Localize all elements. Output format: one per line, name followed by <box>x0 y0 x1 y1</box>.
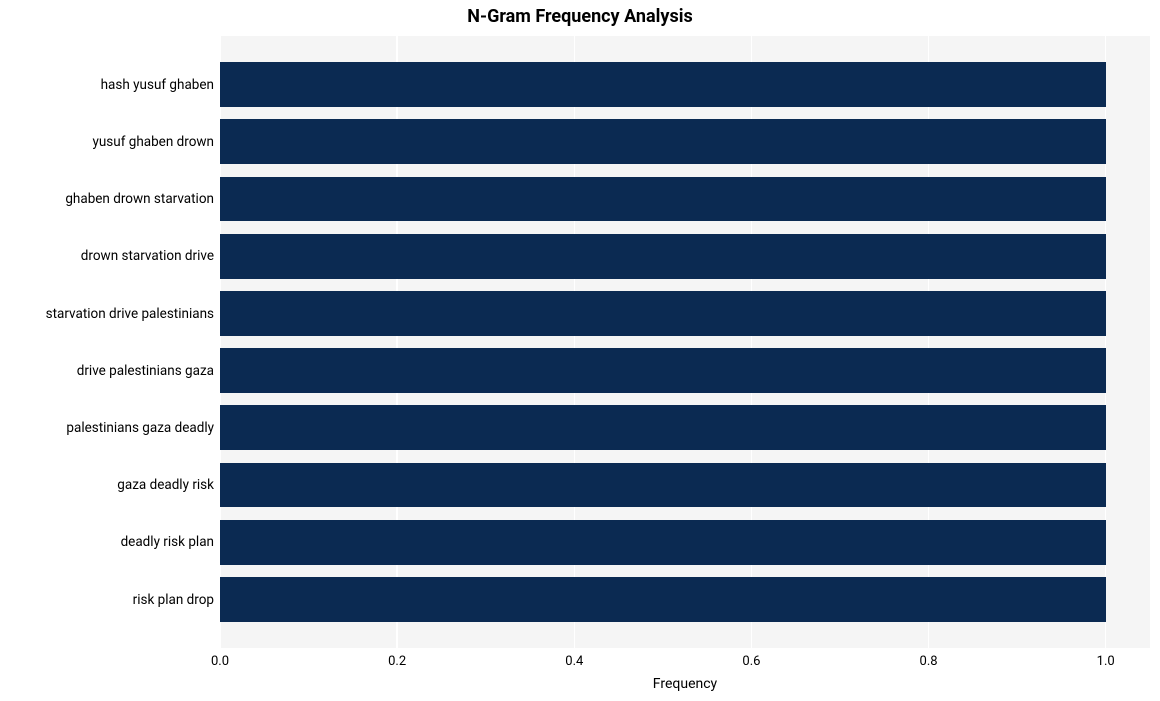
y-axis-category-label: risk plan drop <box>133 592 214 608</box>
x-axis-label: Frequency <box>220 676 1150 692</box>
chart-title: N-Gram Frequency Analysis <box>0 6 1160 27</box>
y-axis-category-label: yusuf ghaben drown <box>92 134 214 150</box>
y-axis-category-label: starvation drive palestinians <box>46 306 214 322</box>
x-axis-tick-label: 0.2 <box>388 654 406 669</box>
y-axis-category-label: deadly risk plan <box>121 534 214 550</box>
x-axis-tick-label: 1.0 <box>1097 654 1115 669</box>
y-axis-category-label: hash yusuf ghaben <box>101 77 214 93</box>
x-axis-tick-label: 0.6 <box>742 654 760 669</box>
y-axis-category-label: gaza deadly risk <box>117 477 214 493</box>
y-axis-category-label: ghaben drown starvation <box>65 191 214 207</box>
ngram-frequency-chart: N-Gram Frequency Analysis Frequency hash… <box>0 0 1160 701</box>
bar <box>220 463 1106 508</box>
bar <box>220 234 1106 279</box>
bar <box>220 177 1106 222</box>
x-axis-tick-label: 0.4 <box>565 654 583 669</box>
x-axis-tick-label: 0.0 <box>211 654 229 669</box>
y-axis-category-label: drive palestinians gaza <box>77 363 214 379</box>
bar <box>220 291 1106 336</box>
x-axis-tick-label: 0.8 <box>920 654 938 669</box>
bar <box>220 119 1106 164</box>
bar <box>220 577 1106 622</box>
bar <box>220 348 1106 393</box>
bar <box>220 62 1106 107</box>
y-axis-category-label: drown starvation drive <box>81 248 214 264</box>
y-axis-category-label: palestinians gaza deadly <box>66 420 214 436</box>
bar <box>220 520 1106 565</box>
plot-area <box>220 36 1150 648</box>
bar <box>220 405 1106 450</box>
